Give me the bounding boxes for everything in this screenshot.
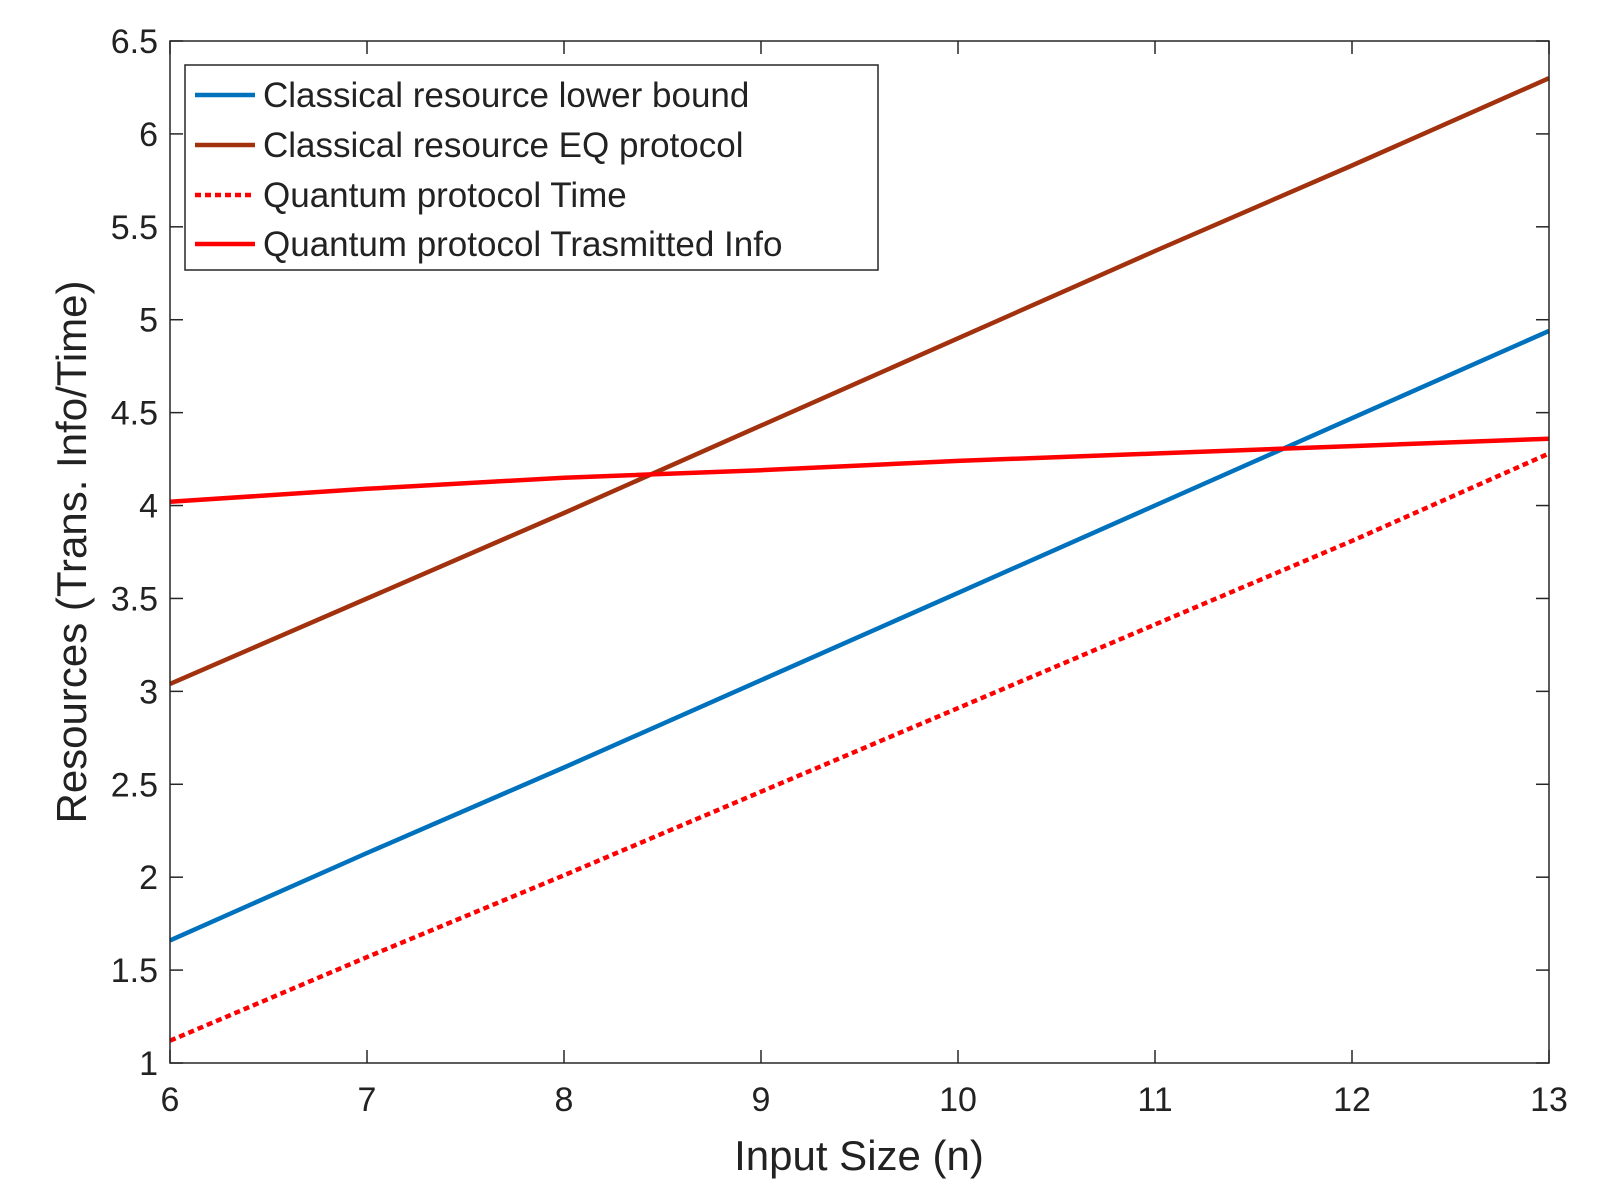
x-tick-label: 11 [1137,1081,1172,1119]
y-tick-label: 4 [139,488,158,526]
series-lines [169,76,1550,1043]
y-tick-label: 1 [139,1045,158,1083]
x-tick-labels: 6 7 8 9 10 11 12 13 [161,1081,1568,1119]
y-tick-label: 6.5 [111,23,158,61]
x-tick-label: 6 [161,1081,180,1119]
y-tick-label: 6 [139,116,158,154]
x-axis-title: Input Size (n) [734,1132,984,1179]
legend-box [184,64,879,271]
x-tick-label: 13 [1530,1081,1568,1119]
y-axis-title: Resources (Trans. Info/Time) [48,280,95,823]
x-tick-label: 8 [555,1081,574,1119]
axis-ticks [169,40,1550,1064]
y-tick-label: 3 [139,673,158,711]
y-tick-label: 1.5 [111,952,158,990]
legend-label-1: Classical resource EQ protocol [263,126,743,165]
y-tick-label: 5 [139,302,158,340]
y-tick-label: 2.5 [111,766,158,804]
legend-label-2: Quantum protocol Time [263,176,627,215]
legend: Classical resource lower bound Classical … [184,64,879,271]
series-line-0 [169,328,1550,943]
legend-label-3: Quantum protocol Trasmitted Info [263,225,782,264]
y-tick-labels: 1 1.5 2 2.5 3 3.5 4 4.5 5 5.5 6 6.5 [111,23,158,1083]
legend-label-0: Classical resource lower bound [263,76,749,115]
x-tick-label: 7 [358,1081,377,1119]
plot-frame [169,40,1550,1064]
x-tick-label: 12 [1333,1081,1371,1119]
x-tick-label: 9 [752,1081,771,1119]
y-tick-label: 3.5 [111,580,158,618]
series-line-3 [169,436,1550,505]
series-line-1 [169,76,1550,686]
x-tick-label: 10 [939,1081,977,1119]
y-tick-label: 5.5 [111,209,158,247]
y-tick-label: 4.5 [111,395,158,433]
y-tick-label: 2 [139,859,158,897]
